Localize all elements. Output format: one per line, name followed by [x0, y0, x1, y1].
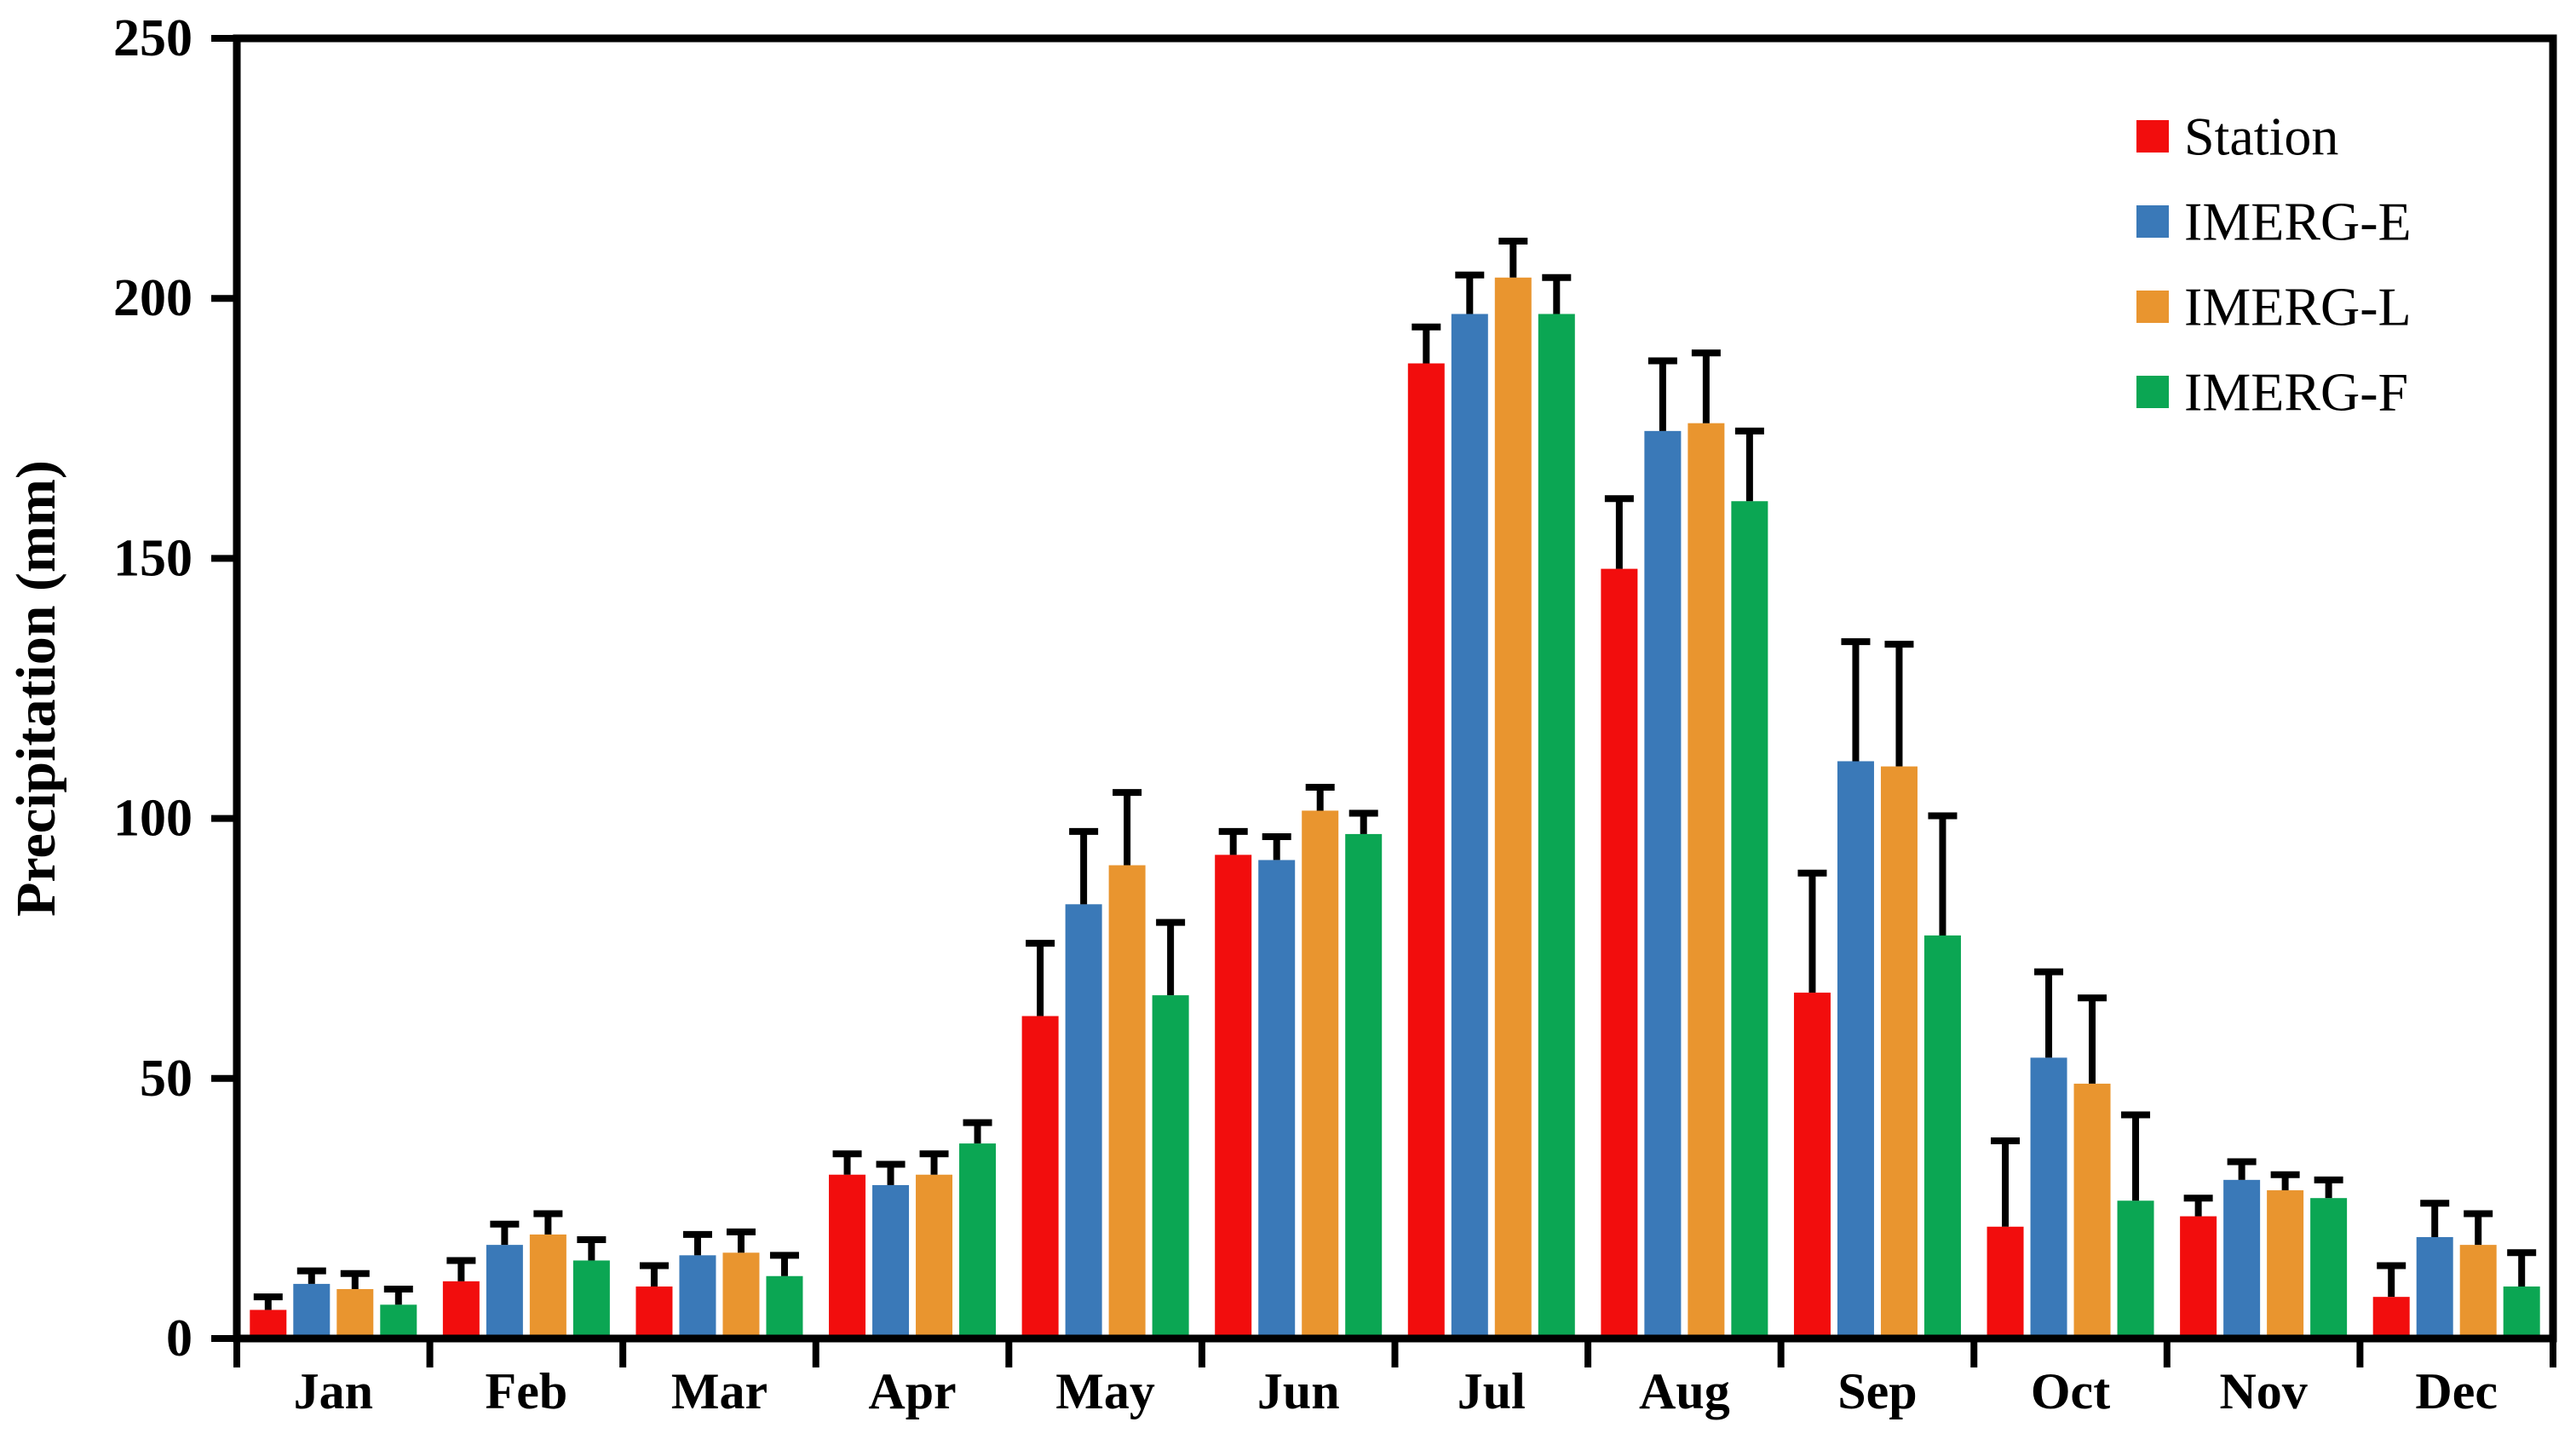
y-tick-label: 150: [113, 529, 193, 587]
bar-Dec-IMERG-L: [2459, 1245, 2497, 1338]
bar-Sep-IMERG-E: [1837, 761, 1874, 1338]
x-tick-label-May: May: [1055, 1363, 1155, 1419]
bar-Mar-IMERG-E: [679, 1255, 716, 1338]
bar-May-Station: [1021, 1016, 1059, 1338]
legend-swatch-IMERG-E: [2136, 205, 2169, 238]
bar-Nov-IMERG-E: [2223, 1179, 2261, 1338]
bar-Mar-IMERG-L: [722, 1252, 760, 1338]
bar-Jan-IMERG-F: [380, 1304, 417, 1338]
legend-label-Station: Station: [2184, 107, 2338, 167]
bar-Jun-IMERG-L: [1302, 810, 1339, 1338]
legend-label-IMERG-F: IMERG-F: [2184, 362, 2408, 423]
bar-Jul-IMERG-F: [1538, 314, 1575, 1339]
bar-Jan-IMERG-L: [336, 1289, 374, 1338]
bar-Feb-IMERG-F: [572, 1260, 610, 1338]
x-tick-label-Jun: Jun: [1257, 1363, 1340, 1419]
bar-Oct-Station: [1987, 1226, 2024, 1338]
axes-layer: 0 50 100 150 200 250 Jan Feb Mar Apr May Jun Jul Aug S…: [113, 9, 2557, 1419]
legend-swatch-IMERG-F: [2136, 376, 2169, 408]
x-tick-label-Feb: Feb: [486, 1363, 568, 1419]
y-tick-label: 50: [140, 1050, 193, 1108]
legend-label-IMERG-L: IMERG-L: [2184, 277, 2412, 337]
bar-Apr-IMERG-L: [916, 1174, 953, 1338]
bar-May-IMERG-E: [1065, 904, 1102, 1338]
y-tick-label: 0: [166, 1310, 193, 1367]
bar-Mar-IMERG-F: [766, 1275, 803, 1338]
legend-swatch-Station: [2136, 120, 2169, 153]
bar-May-IMERG-F: [1152, 995, 1189, 1338]
x-tick-label-Aug: Aug: [1639, 1363, 1730, 1419]
bar-Apr-Station: [829, 1174, 866, 1338]
legend: Station IMERG-E IMERG-L IMERG-F: [2136, 107, 2412, 423]
x-tick-label-Mar: Mar: [671, 1363, 768, 1419]
x-tick-label-Jul: Jul: [1458, 1363, 1526, 1419]
bar-Jan-IMERG-E: [293, 1283, 331, 1338]
y-tick-label: 250: [113, 9, 193, 67]
bar-Feb-IMERG-L: [529, 1234, 566, 1338]
bar-Dec-Station: [2372, 1297, 2410, 1338]
bar-Oct-IMERG-E: [2030, 1057, 2067, 1338]
bar-Oct-IMERG-L: [2073, 1083, 2111, 1338]
bar-Apr-IMERG-F: [959, 1143, 997, 1338]
bar-Jan-Station: [250, 1310, 287, 1338]
bar-Jul-IMERG-L: [1494, 277, 1532, 1339]
bar-Jun-Station: [1215, 855, 1252, 1338]
x-tick-label-Jan: Jan: [294, 1363, 373, 1419]
x-tick-label-Nov: Nov: [2219, 1363, 2307, 1419]
bar-Aug-Station: [1601, 568, 1638, 1338]
x-tick-label-Apr: Apr: [868, 1363, 956, 1419]
bar-Dec-IMERG-F: [2503, 1286, 2540, 1338]
bars-layer: [250, 277, 2540, 1339]
bar-Sep-IMERG-L: [1880, 766, 1918, 1338]
bar-Feb-IMERG-E: [486, 1245, 523, 1338]
bar-Nov-IMERG-L: [2267, 1190, 2304, 1338]
bar-Aug-IMERG-E: [1644, 430, 1682, 1338]
error-bars-layer: [253, 238, 2537, 1310]
y-tick-label: 100: [113, 790, 193, 848]
bar-Jul-Station: [1407, 363, 1445, 1338]
legend-swatch-IMERG-L: [2136, 291, 2169, 323]
bar-Oct-IMERG-F: [2117, 1200, 2154, 1338]
legend-label-IMERG-E: IMERG-E: [2184, 192, 2412, 252]
bar-Aug-IMERG-L: [1688, 423, 1725, 1338]
x-tick-label-Oct: Oct: [2031, 1363, 2110, 1419]
bar-Jun-IMERG-F: [1345, 833, 1383, 1338]
bar-Nov-Station: [2180, 1216, 2217, 1338]
x-tick-label-Sep: Sep: [1837, 1363, 1917, 1419]
bar-Mar-Station: [635, 1286, 673, 1338]
bar-Sep-IMERG-F: [1923, 935, 1961, 1338]
y-tick-label: 200: [113, 269, 193, 327]
y-axis-title: Precipitation (mm): [5, 460, 67, 917]
bar-Nov-IMERG-F: [2310, 1198, 2348, 1338]
bar-Jun-IMERG-E: [1258, 860, 1296, 1338]
bar-Aug-IMERG-F: [1731, 501, 1768, 1338]
bar-Dec-IMERG-E: [2416, 1236, 2453, 1338]
x-tick-label-Dec: Dec: [2415, 1363, 2498, 1419]
bar-Apr-IMERG-E: [872, 1184, 910, 1338]
bar-Feb-Station: [442, 1281, 480, 1338]
bar-Jul-IMERG-E: [1451, 314, 1488, 1339]
bar-May-IMERG-L: [1108, 865, 1146, 1338]
bar-Sep-Station: [1793, 993, 1831, 1338]
